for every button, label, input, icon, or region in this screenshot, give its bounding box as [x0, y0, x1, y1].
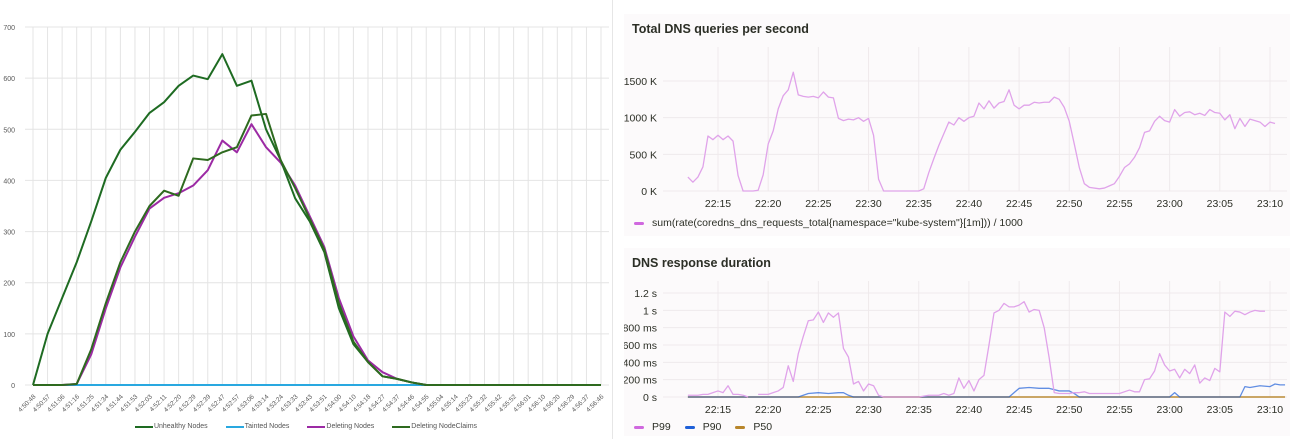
x-tick-label: 22:50 [1056, 198, 1082, 210]
y-tick-label: 200 ms [624, 375, 657, 387]
legend-item-unhealthy-nodes: Unhealthy Nodes [134, 423, 208, 430]
panel-title[interactable]: Total DNS queries per second [632, 22, 809, 36]
legend-swatch [684, 425, 695, 429]
x-tick-label: 22:25 [805, 198, 831, 210]
legend-item-p50[interactable]: P50 [735, 421, 772, 433]
node-chart-legend: Unhealthy Nodes Tainted Nodes Deleting N… [0, 423, 612, 430]
series-line-sum-rate-coredns-dns-requests- [687, 71, 1276, 192]
legend-label: sum(rate(coredns_dns_requests_total{name… [652, 217, 1023, 229]
legend-label: Deleting Nodes [326, 423, 375, 430]
y-tick-label: 200 [3, 281, 15, 288]
y-tick-label: 0 K [641, 186, 657, 198]
series-line-unhealthy-nodes [32, 53, 601, 386]
x-tick-label: 22:25 [805, 404, 831, 416]
series-line-p90 [687, 383, 1286, 398]
legend-swatch [307, 425, 326, 428]
dns-duration-legend: P99 P90 P50 [634, 421, 786, 433]
x-tick-label: 22:45 [1006, 198, 1032, 210]
legend-swatch [634, 221, 644, 225]
legend-item-deleting-nodeclaims: Deleting NodeClaims [392, 423, 477, 430]
y-tick-label: 600 [3, 76, 15, 83]
x-tick-label: 22:20 [755, 198, 781, 210]
legend-swatch [392, 425, 411, 428]
series-line-deleting-nodes [33, 123, 601, 386]
x-tick-label: 23:00 [1156, 198, 1182, 210]
legend-label: P90 [702, 421, 722, 433]
x-tick-label: 22:35 [906, 198, 932, 210]
x-tick-label: 22:40 [956, 404, 982, 416]
x-tick-label: 22:35 [906, 404, 932, 416]
legend-swatch [634, 425, 644, 429]
y-tick-label: 0 s [643, 392, 657, 404]
legend-item-p99[interactable]: P99 [634, 421, 671, 433]
x-tick-label: 22:20 [755, 404, 781, 416]
legend-swatch [225, 425, 244, 428]
x-tick-label: 22:30 [855, 198, 881, 210]
dns-duration-graph[interactable]: 0 s 200 ms 400 ms 600 ms 800 ms 1 s 1.2 s 22:15… [624, 248, 1290, 416]
x-tick-label: 22:30 [855, 404, 881, 416]
y-tick-label: 300 [3, 230, 15, 237]
y-tick-label: 1000 K [624, 113, 657, 125]
x-tick-label: 23:00 [1156, 404, 1182, 416]
legend-label: Deleting NodeClaims [411, 423, 478, 430]
legend-swatch [134, 425, 153, 428]
x-tick-label: 22:50 [1056, 404, 1082, 416]
y-tick-label: 100 [3, 332, 15, 339]
x-tick-label: 22:55 [1106, 198, 1132, 210]
panel-title[interactable]: DNS response duration [632, 256, 771, 270]
legend-label: P50 [753, 421, 773, 433]
dns-queries-panel: Total DNS queries per second 0 K 500 K 100… [624, 14, 1290, 236]
series-line-deleting-nodeclaims [33, 112, 601, 386]
legend-item-deleting-nodes: Deleting Nodes [307, 423, 374, 430]
y-tick-label: 500 [3, 127, 15, 134]
legend-swatch [735, 425, 746, 429]
node-disruption-chart-panel: 0 100 200 300 400 500 600 700 4:50:48 4:50:57 4:51… [0, 0, 613, 439]
x-tick-label: 23:10 [1257, 198, 1283, 210]
legend-item-p90[interactable]: P90 [684, 421, 722, 433]
x-tick-label: 22:15 [705, 198, 731, 210]
dns-duration-panel: DNS response duration 0 s 200 ms 400 ms 600… [624, 248, 1290, 436]
dns-queries-graph[interactable]: 0 K 500 K 1000 K 1500 K 22:15 22:20 22:25 22:30… [624, 14, 1290, 214]
series-line-p99 [687, 385, 749, 398]
legend-label: P99 [652, 421, 671, 433]
grafana-dashboard: Total DNS queries per second 0 K 500 K 100… [620, 0, 1294, 439]
y-tick-label: 400 ms [624, 357, 657, 369]
x-tick-label: 22:45 [1006, 404, 1032, 416]
node-disruption-chart: 01002003004005006007004:50:484:50:574:51… [3, 25, 609, 414]
x-tick-label: 22:55 [1106, 404, 1132, 416]
y-tick-label: 800 ms [624, 323, 657, 335]
legend-item-tainted-nodes: Tainted Nodes [225, 423, 290, 430]
x-tick-label: 22:40 [956, 198, 982, 210]
y-tick-label: 1 s [643, 305, 657, 317]
legend-item-dns-requests[interactable]: sum(rate(coredns_dns_requests_total{name… [634, 217, 1023, 229]
y-tick-label: 600 ms [624, 340, 657, 352]
legend-label: Tainted Nodes [244, 423, 290, 430]
dns-queries-legend: sum(rate(coredns_dns_requests_total{name… [634, 217, 1037, 229]
series-line-p99 [758, 301, 1265, 398]
y-tick-label: 1.2 s [634, 288, 657, 300]
x-tick-label: 23:05 [1207, 198, 1233, 210]
y-tick-label: 400 [3, 178, 15, 185]
x-tick-label: 22:15 [705, 404, 731, 416]
x-tick-label: 23:05 [1207, 404, 1233, 416]
legend-label: Unhealthy Nodes [153, 423, 208, 430]
y-tick-label: 500 K [630, 149, 657, 161]
y-tick-label: 700 [3, 25, 15, 32]
x-tick-label: 23:10 [1257, 404, 1283, 416]
y-tick-label: 1500 K [624, 76, 657, 88]
y-tick-label: 0 [11, 383, 15, 390]
